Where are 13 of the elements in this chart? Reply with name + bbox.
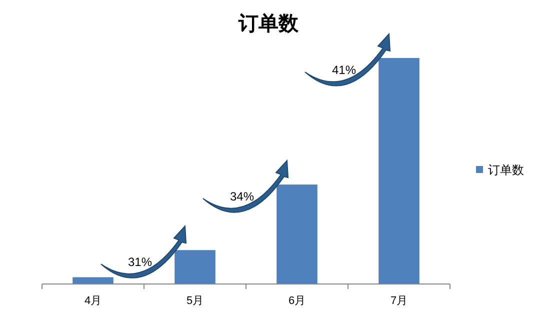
x-tick-label: 7月 [390,295,408,307]
x-tick-label: 4月 [84,295,102,307]
annotation: 34% [230,190,254,204]
legend-label: 订单数 [488,163,524,177]
annotation: 31% [128,255,152,270]
bar [174,250,216,284]
bar [378,58,420,284]
bar [276,184,318,284]
bar [72,277,114,284]
x-tick-label: 6月 [288,295,306,307]
x-tick-label: 5月 [186,295,204,307]
chart-title: 订单数 [238,12,300,35]
annotation: 41% [332,63,356,77]
